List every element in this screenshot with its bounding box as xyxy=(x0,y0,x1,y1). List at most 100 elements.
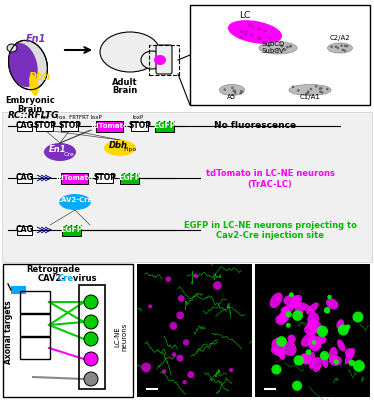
Text: Dbh: Dbh xyxy=(29,72,51,82)
Circle shape xyxy=(240,30,243,34)
Text: EGFP: EGFP xyxy=(119,174,141,182)
Text: tdTomato in LC-NE neurons: tdTomato in LC-NE neurons xyxy=(206,170,334,178)
FancyBboxPatch shape xyxy=(190,5,370,105)
Circle shape xyxy=(292,381,302,391)
Circle shape xyxy=(165,276,171,282)
Ellipse shape xyxy=(154,55,166,65)
Ellipse shape xyxy=(312,357,322,372)
Circle shape xyxy=(234,91,237,94)
Ellipse shape xyxy=(59,194,91,210)
Circle shape xyxy=(276,336,287,347)
Circle shape xyxy=(187,371,194,378)
Ellipse shape xyxy=(306,302,319,315)
Circle shape xyxy=(352,312,364,322)
Ellipse shape xyxy=(278,311,289,323)
Ellipse shape xyxy=(29,74,39,96)
Circle shape xyxy=(289,292,294,297)
Text: CAG: CAG xyxy=(16,122,34,130)
Text: CAG: CAG xyxy=(16,174,34,182)
Circle shape xyxy=(346,45,348,48)
Ellipse shape xyxy=(304,323,318,335)
Circle shape xyxy=(84,372,98,386)
Circle shape xyxy=(232,90,235,92)
Text: (TrAC-LC): (TrAC-LC) xyxy=(248,180,292,188)
Ellipse shape xyxy=(301,332,315,347)
Ellipse shape xyxy=(345,348,355,364)
Circle shape xyxy=(162,369,166,374)
Circle shape xyxy=(176,312,184,319)
Circle shape xyxy=(240,90,243,92)
Text: Adult: Adult xyxy=(112,78,138,87)
Circle shape xyxy=(183,339,189,346)
Circle shape xyxy=(315,85,318,88)
Circle shape xyxy=(268,35,272,38)
Circle shape xyxy=(349,360,355,366)
Text: EGFP: EGFP xyxy=(61,226,83,234)
Text: EGFP in LC-NE neurons projecting to: EGFP in LC-NE neurons projecting to xyxy=(184,220,356,230)
Ellipse shape xyxy=(280,307,289,316)
Ellipse shape xyxy=(7,44,17,52)
Text: CAV2-Cre: CAV2-Cre xyxy=(57,197,93,203)
Circle shape xyxy=(258,27,261,30)
Circle shape xyxy=(320,87,323,90)
Circle shape xyxy=(193,274,198,278)
Ellipse shape xyxy=(141,51,163,69)
Ellipse shape xyxy=(8,43,38,87)
Circle shape xyxy=(251,26,255,29)
Text: FRT loxP: FRT loxP xyxy=(79,115,101,120)
Text: En1: En1 xyxy=(49,146,67,154)
Circle shape xyxy=(229,368,233,372)
Circle shape xyxy=(346,324,350,329)
FancyBboxPatch shape xyxy=(18,226,33,234)
Text: Cre: Cre xyxy=(64,152,74,156)
FancyBboxPatch shape xyxy=(96,174,113,182)
Text: RC::RFLTG: RC::RFLTG xyxy=(8,111,59,120)
Circle shape xyxy=(306,92,308,95)
Ellipse shape xyxy=(220,84,245,96)
Text: Cre: Cre xyxy=(58,274,74,283)
Circle shape xyxy=(183,380,187,384)
Text: SubCD: SubCD xyxy=(261,41,285,47)
FancyBboxPatch shape xyxy=(156,120,175,132)
Circle shape xyxy=(141,362,151,372)
Circle shape xyxy=(178,295,184,302)
Circle shape xyxy=(319,90,322,93)
Text: loxP: loxP xyxy=(132,115,144,120)
Ellipse shape xyxy=(288,334,296,343)
Circle shape xyxy=(353,360,365,372)
Text: STOP: STOP xyxy=(94,174,116,182)
Ellipse shape xyxy=(228,20,282,44)
FancyBboxPatch shape xyxy=(11,286,26,294)
Circle shape xyxy=(321,91,324,94)
Circle shape xyxy=(286,323,291,328)
Circle shape xyxy=(283,48,286,51)
Text: SubCV: SubCV xyxy=(262,48,284,54)
Circle shape xyxy=(257,38,261,41)
Ellipse shape xyxy=(345,348,353,357)
Text: CAG: CAG xyxy=(16,226,34,234)
Text: Flpo: Flpo xyxy=(123,148,137,152)
Ellipse shape xyxy=(336,319,344,330)
Ellipse shape xyxy=(307,338,321,348)
Text: C2/A2: C2/A2 xyxy=(330,35,350,41)
Ellipse shape xyxy=(326,298,338,310)
FancyBboxPatch shape xyxy=(132,122,148,130)
Circle shape xyxy=(334,359,339,364)
Text: Brain: Brain xyxy=(17,105,43,114)
Circle shape xyxy=(244,32,248,36)
FancyBboxPatch shape xyxy=(18,122,33,130)
Circle shape xyxy=(239,35,243,39)
Ellipse shape xyxy=(282,310,288,319)
Circle shape xyxy=(239,92,242,94)
Ellipse shape xyxy=(272,338,285,353)
Circle shape xyxy=(292,86,294,88)
Ellipse shape xyxy=(282,341,297,356)
Circle shape xyxy=(231,86,234,89)
Text: Brain: Brain xyxy=(112,86,138,95)
Ellipse shape xyxy=(328,43,353,53)
Text: rox: rox xyxy=(41,115,49,120)
FancyBboxPatch shape xyxy=(255,264,370,397)
Circle shape xyxy=(341,48,344,51)
Ellipse shape xyxy=(307,320,322,333)
Text: En1: En1 xyxy=(26,34,46,44)
